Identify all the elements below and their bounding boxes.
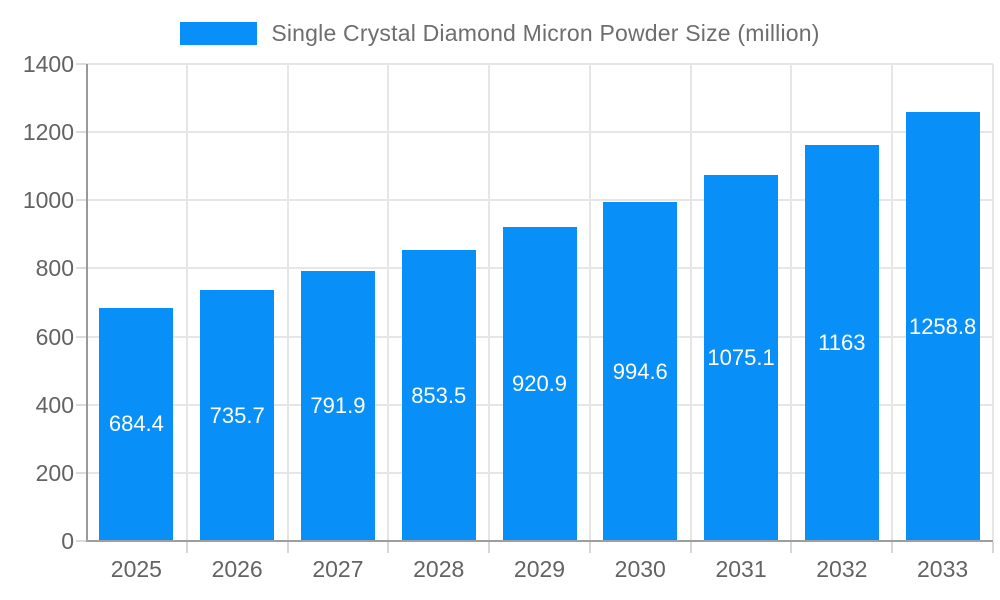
gridline-v-8 [891,64,894,541]
x-tick-9 [992,542,994,553]
y-tick-800 [76,267,86,270]
x-tick-3 [387,542,390,553]
bar-2025: 684.4 [99,307,174,541]
bar-2031: 1075.1 [704,174,779,541]
bar-value-2029: 920.9 [511,371,568,397]
bar-2027: 791.9 [300,271,375,541]
gridline-h-1400 [86,63,993,65]
y-tick-600 [76,335,86,338]
y-axis-line [86,64,88,541]
bar-value-2025: 684.4 [108,411,164,437]
x-axis-label-2025: 2025 [110,556,162,582]
bar-value-2033: 1258.8 [908,313,977,339]
bar-2030: 994.6 [603,202,678,541]
x-tick-5 [588,542,591,553]
gridline-v-7 [790,64,793,541]
gridline-v-6 [689,64,692,541]
x-axis-label-2028: 2028 [413,556,465,582]
bar-2026: 735.7 [200,290,275,541]
x-axis-label-2029: 2029 [513,556,566,582]
bar-value-2028: 853.5 [411,382,467,408]
x-axis-label-2033: 2033 [917,556,969,582]
bar-2029: 920.9 [502,227,577,541]
gridline-v-5 [588,64,591,541]
bar-value-2031: 1075.1 [707,344,775,370]
x-tick-1 [185,542,188,553]
y-tick-1200 [76,131,86,134]
x-tick-2 [286,542,289,553]
bar-value-2027: 791.9 [310,393,366,419]
y-tick-0 [76,540,86,542]
x-axis-label-2027: 2027 [312,556,364,582]
bar-2028: 853.5 [401,250,476,541]
x-tick-4 [488,542,491,553]
y-axis-label-1000: 1000 [22,187,74,214]
x-axis-label-2031: 2031 [715,556,767,582]
y-axis-label-1200: 1200 [22,119,74,146]
y-tick-400 [76,403,86,406]
y-axis-label-0: 0 [61,528,74,554]
x-axis-label-2026: 2026 [211,556,263,582]
y-tick-200 [76,471,86,474]
legend: Single Crystal Diamond Micron Powder Siz… [0,16,1000,50]
x-axis-line [86,540,993,542]
gridline-v-9 [992,64,994,541]
gridline-v-1 [185,64,188,541]
gridline-h-1200 [86,131,993,134]
bar-2033: 1258.8 [905,112,980,541]
bar-value-2030: 994.6 [612,358,668,384]
gridline-h-1000 [86,199,993,202]
gridline-v-4 [488,64,491,541]
legend-swatch [180,21,258,45]
x-tick-8 [891,542,894,553]
y-tick-1400 [76,63,86,65]
y-axis-label-400: 400 [35,391,74,418]
y-tick-1000 [76,199,86,202]
y-axis-label-600: 600 [35,323,74,350]
y-axis-label-200: 200 [35,459,74,486]
x-tick-7 [790,542,793,553]
y-axis-label-800: 800 [35,255,74,282]
x-axis-label-2032: 2032 [816,556,868,582]
gridline-v-2 [286,64,289,541]
bar-2032: 1163 [804,144,879,541]
plot-area: 684.4 735.7 791.9 853.5 920.9 994.6 1075.1 1163… [76,63,994,553]
x-tick-6 [689,542,692,553]
bar-value-2026: 735.7 [209,402,265,428]
bar-value-2032: 1163 [818,329,866,355]
legend-label: Single Crystal Diamond Micron Powder Siz… [271,19,820,46]
gridline-v-3 [387,64,390,541]
y-axis-label-1400: 1400 [22,51,74,77]
x-axis-label-2030: 2030 [614,556,666,582]
